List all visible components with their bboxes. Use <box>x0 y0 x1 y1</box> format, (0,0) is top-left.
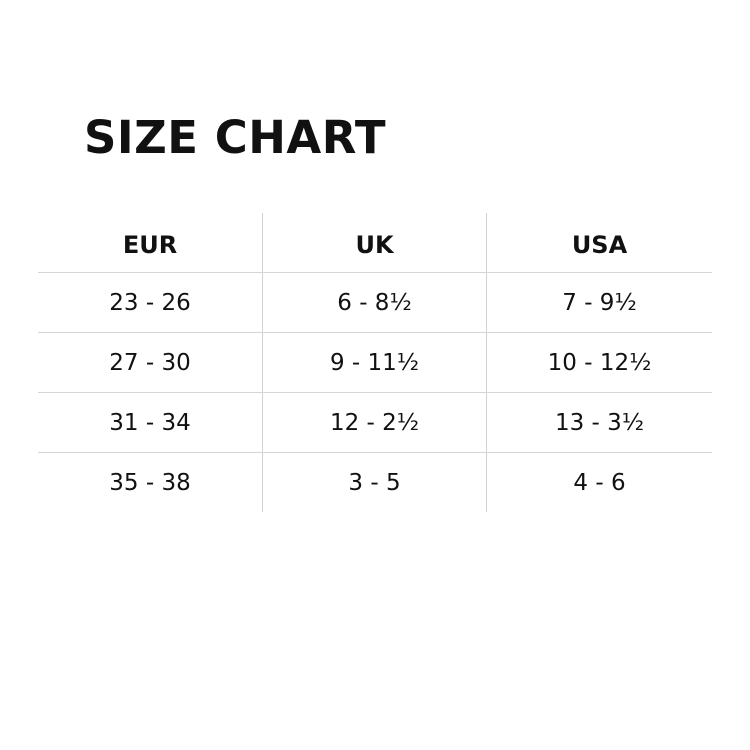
cell-eur: 27 - 30 <box>38 333 263 392</box>
table-row: 23 - 26 6 - 8½ 7 - 9½ <box>38 273 712 333</box>
cell-usa: 4 - 6 <box>573 469 626 496</box>
table-row: 27 - 30 9 - 11½ 10 - 12½ <box>38 333 712 393</box>
cell-usa: 10 - 12½ <box>547 349 652 376</box>
cell-eur: 35 - 38 <box>38 453 263 512</box>
cell-usa: 13 - 3½ <box>554 409 645 436</box>
table-row: 35 - 38 3 - 5 4 - 6 <box>38 453 712 512</box>
column-header-uk: UK <box>263 213 487 272</box>
cell-uk: 9 - 11½ <box>263 333 487 392</box>
page-title: SIZE CHART <box>84 111 387 164</box>
size-chart-table: EUR UK USA 23 - 26 6 - 8½ 7 - 9½ 27 - 30… <box>38 213 712 512</box>
cell-uk: 3 - 5 <box>263 453 487 512</box>
table-header-row: EUR UK USA <box>38 213 712 273</box>
cell-uk: 12 - 2½ <box>263 393 487 452</box>
cell-eur: 23 - 26 <box>38 273 263 332</box>
column-header-usa: USA <box>571 230 628 259</box>
cell-eur: 31 - 34 <box>38 393 263 452</box>
cell-uk: 6 - 8½ <box>263 273 487 332</box>
cell-usa: 7 - 9½ <box>562 289 637 316</box>
table-row: 31 - 34 12 - 2½ 13 - 3½ <box>38 393 712 453</box>
column-header-eur: EUR <box>38 213 263 272</box>
